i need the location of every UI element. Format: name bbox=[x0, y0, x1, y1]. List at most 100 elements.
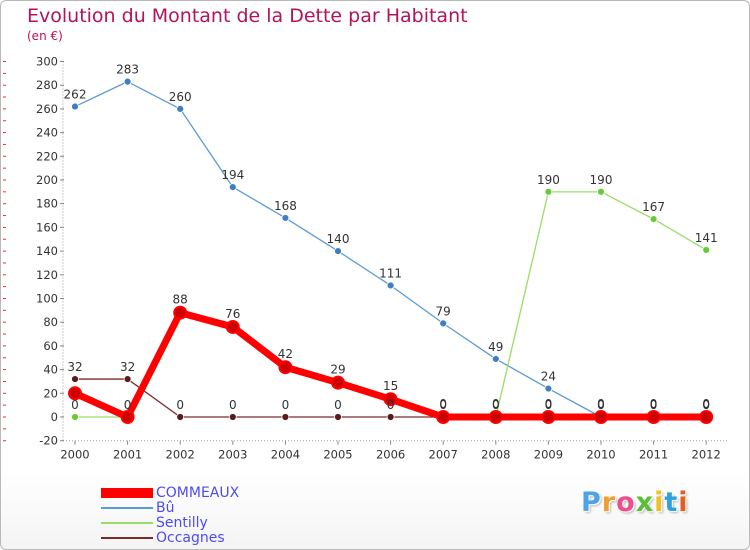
x-tick-label: 2007 bbox=[429, 448, 458, 462]
data-label-occagnes: 0 bbox=[702, 398, 710, 412]
data-point-occagnes bbox=[334, 413, 342, 421]
data-label-occagnes: 32 bbox=[67, 360, 82, 374]
legend-label-bu: Bû bbox=[156, 500, 175, 516]
data-label-bu: 0 bbox=[597, 398, 605, 412]
data-point-occagnes bbox=[281, 413, 290, 421]
data-label-commeaux: 29 bbox=[330, 363, 345, 377]
data-label-commeaux: 42 bbox=[278, 347, 293, 361]
y-tick-label: 60 bbox=[43, 339, 58, 353]
y-tick-label: 140 bbox=[36, 244, 58, 258]
chart-series bbox=[68, 77, 714, 424]
x-tick-label: 2006 bbox=[376, 448, 405, 462]
logo-letter: P bbox=[581, 487, 602, 518]
data-label-sentilly: 0 bbox=[124, 398, 132, 412]
legend-swatch-sentilly bbox=[101, 522, 153, 524]
data-label-bu: 260 bbox=[169, 90, 192, 104]
data-point-occagnes bbox=[71, 375, 79, 383]
data-point-occagnes bbox=[176, 413, 185, 421]
y-tick-label: 40 bbox=[43, 363, 58, 377]
x-tick-label: 2008 bbox=[481, 448, 510, 462]
data-label-occagnes: 0 bbox=[229, 398, 237, 412]
y-tick-label: 200 bbox=[36, 173, 58, 187]
y-tick-label: 300 bbox=[36, 55, 58, 69]
data-label-bu: 168 bbox=[274, 199, 297, 213]
data-label-occagnes: 0 bbox=[492, 398, 500, 412]
data-label-commeaux: 0 bbox=[439, 397, 447, 411]
data-point-bu bbox=[123, 77, 132, 86]
y-tick-label: 20 bbox=[43, 386, 58, 400]
x-tick-label: 2001 bbox=[113, 448, 142, 462]
data-point-commeaux bbox=[278, 360, 293, 375]
data-point-occagnes bbox=[123, 375, 132, 383]
x-tick-label: 2009 bbox=[534, 448, 563, 462]
data-point-commeaux bbox=[646, 410, 661, 424]
x-tick-label: 2012 bbox=[692, 448, 721, 462]
legend-label-commeaux: COMMEAUX bbox=[156, 485, 240, 501]
x-tick-label: 2010 bbox=[586, 448, 615, 462]
series-line-bu bbox=[74, 80, 707, 418]
data-point-bu bbox=[228, 183, 237, 192]
data-point-commeaux bbox=[436, 410, 451, 424]
data-label-bu: 79 bbox=[436, 304, 451, 318]
data-label-bu: 0 bbox=[702, 398, 710, 412]
data-point-commeaux bbox=[594, 410, 608, 424]
data-point-commeaux bbox=[383, 392, 398, 407]
logo-letter: x bbox=[635, 487, 655, 518]
data-label-sentilly: 190 bbox=[590, 173, 613, 187]
data-label-commeaux: 0 bbox=[492, 397, 500, 411]
legend-swatch-occagnes bbox=[101, 537, 153, 539]
legend-label-sentilly: Sentilly bbox=[156, 515, 208, 531]
data-label-bu: 0 bbox=[650, 398, 658, 412]
x-tick-label: 2011 bbox=[639, 448, 668, 462]
chart-title: Evolution du Montant de la Dette par Hab… bbox=[27, 5, 468, 27]
data-label-commeaux: 0 bbox=[650, 397, 658, 411]
data-label-occagnes: 0 bbox=[176, 398, 184, 412]
logo-letter: i bbox=[678, 487, 689, 518]
data-label-bu: 24 bbox=[541, 370, 556, 384]
y-tick-label: 120 bbox=[36, 268, 58, 282]
data-label-sentilly: 167 bbox=[642, 200, 665, 214]
x-tick-label: 2004 bbox=[271, 448, 300, 462]
data-point-commeaux bbox=[120, 410, 135, 424]
y-tick-label: -20 bbox=[39, 434, 58, 448]
y-tick-label: 280 bbox=[36, 78, 58, 92]
x-tick-label: 2005 bbox=[323, 448, 352, 462]
data-point-sentilly bbox=[649, 215, 658, 224]
x-tick-label: 2003 bbox=[218, 448, 247, 462]
logo-letter: r bbox=[601, 487, 617, 518]
data-point-bu bbox=[281, 214, 290, 222]
data-point-sentilly bbox=[71, 413, 79, 421]
data-label-bu: 49 bbox=[488, 340, 503, 354]
y-tick-label: 240 bbox=[36, 126, 58, 140]
legend-label-occagnes: Occagnes bbox=[156, 530, 225, 546]
logo-letter: t bbox=[664, 487, 679, 518]
data-label-commeaux: 15 bbox=[383, 379, 398, 393]
data-label-occagnes: 0 bbox=[650, 398, 658, 412]
data-point-bu bbox=[544, 384, 553, 393]
y-tick-label: 100 bbox=[36, 292, 58, 306]
data-point-bu bbox=[439, 319, 448, 328]
data-label-bu: 283 bbox=[116, 63, 139, 77]
logo-letter: i bbox=[654, 487, 665, 518]
data-label-commeaux: 0 bbox=[545, 397, 553, 411]
y-tick-label: 180 bbox=[36, 197, 58, 211]
data-label-occagnes: 0 bbox=[439, 398, 447, 412]
data-label-sentilly: 141 bbox=[695, 231, 718, 245]
data-point-sentilly bbox=[702, 246, 711, 254]
data-point-commeaux bbox=[699, 410, 714, 424]
data-label-sentilly: 190 bbox=[537, 173, 560, 187]
data-label-occagnes: 0 bbox=[387, 398, 395, 412]
data-label-bu: 140 bbox=[327, 232, 350, 246]
logo-letter: o bbox=[616, 487, 636, 518]
chart-axes: -200204060801001201401601802002202402602… bbox=[3, 55, 727, 462]
y-tick-label: 260 bbox=[36, 102, 58, 116]
data-label-bu: 194 bbox=[221, 168, 244, 182]
data-label-commeaux: 76 bbox=[225, 307, 240, 321]
data-label-sentilly: 0 bbox=[71, 398, 79, 412]
data-label-occagnes: 32 bbox=[120, 360, 135, 374]
y-tick-label: 160 bbox=[36, 220, 58, 234]
data-point-sentilly bbox=[544, 187, 553, 196]
y-tick-label: 0 bbox=[51, 410, 58, 424]
